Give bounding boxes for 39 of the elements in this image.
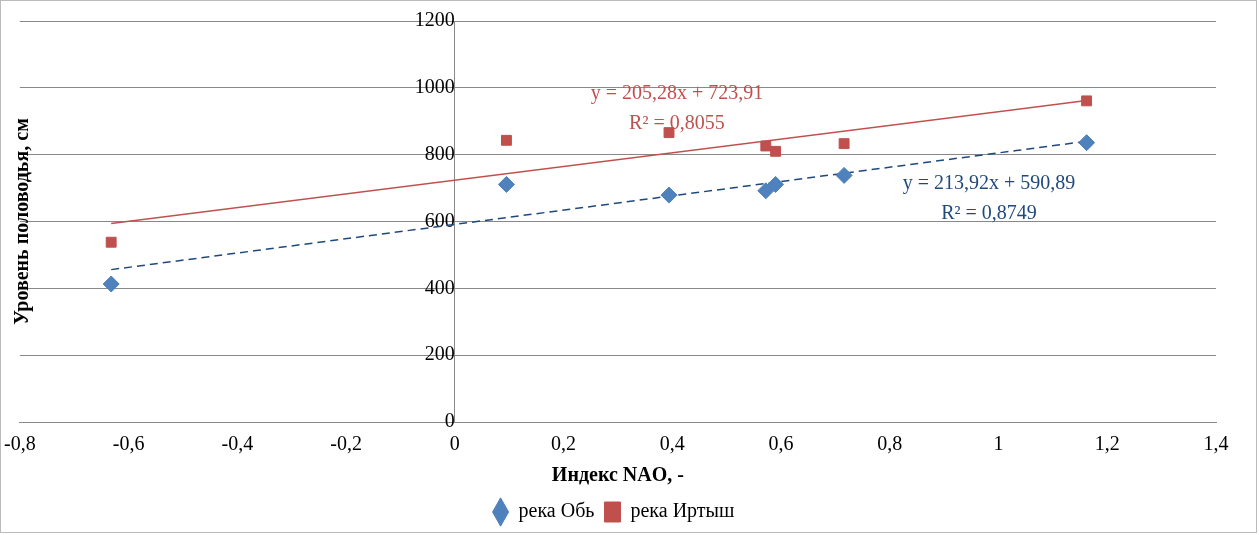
point [838, 138, 850, 150]
x-tick-label: 0,8 [877, 432, 903, 455]
x-tick-label: 0,6 [768, 432, 794, 455]
x-tick-label: 1 [993, 432, 1004, 455]
x-tick-label: -0,8 [3, 432, 36, 455]
x-tick-label: 1,4 [1203, 432, 1229, 455]
y-tick-label: 600 [424, 208, 455, 231]
y-tick-label: 0 [444, 409, 455, 432]
y-tick-label: 1000 [414, 75, 455, 98]
point [105, 236, 117, 248]
annotation: R² = 0,8055 [629, 111, 725, 134]
point [497, 175, 515, 193]
point [102, 275, 120, 293]
y-tick-label: 800 [424, 141, 455, 164]
x-tick-label: 0,4 [659, 432, 685, 455]
point [1081, 95, 1093, 107]
legend-label: река Иртыш [630, 499, 736, 523]
x-axis-title: Индекс NAO, - [551, 463, 684, 486]
point [660, 186, 678, 204]
point [757, 182, 775, 200]
point [501, 134, 512, 146]
point [760, 140, 772, 152]
x-tick-label: 1,2 [1094, 432, 1120, 455]
legend-label: река Обь [518, 499, 595, 523]
x-tick-label: 0,2 [551, 432, 577, 455]
point [1078, 134, 1096, 152]
x-tick-label: -0,4 [221, 432, 254, 455]
point [835, 166, 853, 184]
x-tick-label: -0,6 [112, 432, 145, 455]
y-tick-label: 1200 [414, 8, 455, 31]
y-tick-label: 200 [424, 342, 455, 365]
point [767, 175, 785, 193]
annotation: y = 205,28x + 723,91 [590, 81, 764, 105]
y-axis-title: Уровень половодья, см [10, 118, 34, 325]
point [770, 145, 782, 157]
annotation: y = 213,92x + 590,89 [902, 171, 1076, 195]
y-tick-label: 400 [424, 275, 455, 298]
x-tick-label: -0,2 [330, 432, 362, 455]
annotation: R² = 0,8749 [941, 201, 1037, 224]
